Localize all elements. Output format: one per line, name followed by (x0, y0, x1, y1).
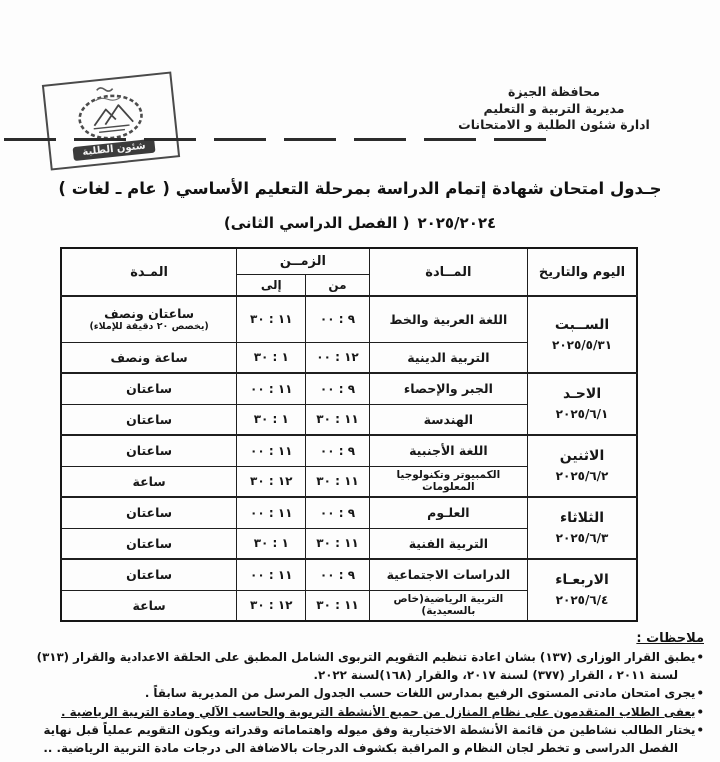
time-to-cell: ١١ : ٣٠ (236, 295, 307, 343)
time-to-cell: ١١ : ٠٠ (236, 434, 307, 467)
col-header-from: من (305, 273, 370, 297)
note-item: •يطبق القرار الوزارى (١٣٧) بشان اعادة تن… (14, 649, 704, 684)
day-cell-monday: الاثنين ٢٠٢٥/٦/٢ (527, 434, 638, 498)
duration-cell: ساعتان (60, 558, 238, 591)
subject-cell: الهندسة (368, 403, 529, 436)
note-bullet: • (696, 723, 704, 737)
duration-cell: ساعة (60, 589, 238, 622)
table-row: الاربعـاء ٢٠٢٥/٦/٤ الدراسات الاجتماعية ٩… (60, 558, 638, 622)
time-from-cell: ٩ : ٠٠ (305, 434, 370, 467)
time-from-cell: ١١ : ٣٠ (305, 403, 370, 436)
subject-cell: الدراسات الاجتماعية (368, 558, 529, 591)
day-date: ٢٠٢٥/٦/١ (555, 407, 609, 421)
day-date: ٢٠٢٥/٥/٣١ (552, 337, 613, 352)
org-department: ادارة شئون الطلبة و الامتحانات (458, 117, 650, 132)
org-directorate: مديرية التربية و التعليم (483, 100, 625, 116)
day-cell-tuesday: الثلاثاء ٢٠٢٥/٦/٣ (527, 496, 638, 560)
day-cell-wednesday: الاربعـاء ٢٠٢٥/٦/٤ (527, 558, 638, 622)
notes-section: ملاحظات : •يطبق القرار الوزارى (١٣٧) بشا… (14, 627, 704, 758)
col-header-day: اليوم والتاريخ (527, 247, 638, 297)
subject-cell: التربية الرياضية(خاص بالسعيدية) (368, 589, 529, 622)
subject-cell: التربية الفنية (368, 527, 529, 560)
col-header-subject: المــادة (368, 247, 529, 297)
subtitle-term: (الفصل الدراسي الثانى ) (223, 214, 410, 232)
time-to-cell: ١ : ٣٠ (236, 341, 307, 374)
time-from-cell: ١٢ : ٠٠ (305, 341, 370, 374)
time-from-cell: ٩ : ٠٠ (305, 496, 370, 529)
day-name: الاثنين (559, 448, 605, 464)
duration-cell: ساعتان (60, 496, 238, 529)
subject-cell: العلـوم (368, 496, 529, 529)
day-name: الاربعـاء (555, 572, 609, 588)
subject-cell: اللغة الأجنبية (368, 434, 529, 467)
col-header-duration: المـدة (60, 247, 238, 297)
day-name: الســبت (554, 316, 610, 333)
duration-cell: ساعتان ونصف (يخصص ٢٠ دقيقة للإملاء) (60, 295, 238, 343)
table-row: التربية الدينية ١٢ : ٠٠ ١ : ٣٠ ساعة ونصف (60, 341, 637, 374)
table-row: التربية الرياضية(خاص بالسعيدية) ١١ : ٣٠ … (60, 589, 637, 622)
time-to-cell: ١ : ٣٠ (236, 527, 307, 560)
time-to-cell: ١١ : ٠٠ (236, 372, 307, 405)
org-governorate: محافظة الجيزة (508, 84, 600, 99)
duration-cell: ساعتان (60, 372, 238, 405)
note-item: •يختار الطالب نشاطين من قائمة الأنشطة ال… (14, 722, 704, 757)
day-cell-saturday: الســبت ٢٠٢٥/٥/٣١ (527, 295, 638, 374)
stamp-emblem-icon (78, 87, 143, 140)
day-date: ٢٠٢٥/٦/٣ (555, 531, 609, 545)
time-from-cell: ١١ : ٣٠ (305, 589, 370, 622)
duration-cell: ساعتان (60, 403, 238, 436)
duration-cell: ساعة (60, 465, 238, 498)
time-from-cell: ١١ : ٣٠ (305, 465, 370, 498)
time-to-cell: ١١ : ٠٠ (236, 558, 307, 591)
header-divider (4, 138, 550, 141)
time-to-cell: ١٢ : ٣٠ (236, 589, 307, 622)
duration-text: ساعتان ونصف (104, 306, 195, 322)
subject-cell: التربية الدينية (368, 341, 529, 374)
col-header-time: الزمــن (236, 247, 370, 275)
department-stamp: شئون الطلبة (41, 71, 181, 171)
note-bullet: • (696, 704, 704, 719)
time-from-cell: ١١ : ٣٠ (305, 527, 370, 560)
note-text: يطبق القرار الوزارى (١٣٧) بشان اعادة تنظ… (36, 650, 696, 682)
col-header-to: إلى (236, 273, 307, 297)
duration-cell: ساعة ونصف (60, 341, 238, 374)
day-date: ٢٠٢٥/٦/٤ (555, 593, 609, 607)
table-row: الســبت ٢٠٢٥/٥/٣١ اللغة العربية والخط ٩ … (60, 295, 638, 374)
time-from-cell: ٩ : ٠٠ (305, 372, 370, 405)
subject-cell: اللغة العربية والخط (368, 295, 529, 343)
table-row: الاثنين ٢٠٢٥/٦/٢ اللغة الأجنبية ٩ : ٠٠ ١… (60, 434, 638, 498)
note-bullet: • (696, 686, 704, 700)
day-name: الاحـد (562, 386, 602, 402)
day-name: الثلاثاء (559, 510, 605, 526)
subtitle-years: ٢٠٢٥/٢٠٢٤ (417, 214, 497, 232)
exam-schedule-table: اليوم والتاريخ المــادة الزمــن المـدة م… (60, 247, 638, 622)
note-text: يجرى امتحان مادتى المستوى الرفيع بمدارس … (144, 686, 696, 700)
duration-note: (يخصص ٢٠ دقيقة للإملاء) (89, 321, 209, 333)
note-item: •يعفى الطلاب المتقدمون على نظام المنازل … (14, 704, 704, 722)
table-row: الاحـد ٢٠٢٥/٦/١ الجبر والإحصاء ٩ : ٠٠ ١١… (60, 372, 638, 436)
subject-cell: الكمبيوتر وتكنولوجيا المعلومات (368, 465, 529, 498)
time-from-cell: ٩ : ٠٠ (305, 558, 370, 591)
page-title: جـدول امتحان شهادة إتمام الدراسة بمرحلة … (58, 179, 662, 198)
org-header: محافظة الجيزة مديرية التربية و التعليم ا… (454, 84, 654, 134)
notes-title: ملاحظات : (636, 631, 704, 646)
time-from-cell: ٩ : ٠٠ (305, 295, 370, 343)
table-header-row: اليوم والتاريخ المــادة الزمــن المـدة (60, 247, 638, 297)
subject-cell: الجبر والإحصاء (368, 372, 529, 405)
note-text: يعفى الطلاب المتقدمون على نظام المنازل م… (61, 704, 696, 719)
table-row: الثلاثاء ٢٠٢٥/٦/٣ العلـوم ٩ : ٠٠ ١١ : ٠٠… (60, 496, 638, 560)
duration-cell: ساعتان (60, 527, 238, 560)
time-to-cell: ١٢ : ٣٠ (236, 465, 307, 498)
day-cell-sunday: الاحـد ٢٠٢٥/٦/١ (527, 372, 638, 436)
time-to-cell: ١ : ٣٠ (236, 403, 307, 436)
day-date: ٢٠٢٥/٦/٢ (555, 469, 609, 483)
note-text: يختار الطالب نشاطين من قائمة الأنشطة الا… (43, 723, 696, 755)
duration-cell: ساعتان (60, 434, 238, 467)
note-item: •يجرى امتحان مادتى المستوى الرفيع بمدارس… (14, 685, 704, 703)
page-subtitle: (الفصل الدراسي الثانى ) ٢٠٢٥/٢٠٢٤ (0, 214, 720, 232)
time-to-cell: ١١ : ٠٠ (236, 496, 307, 529)
note-bullet: • (696, 650, 704, 664)
table-row: الهندسة ١١ : ٣٠ ١ : ٣٠ ساعتان (60, 403, 637, 436)
